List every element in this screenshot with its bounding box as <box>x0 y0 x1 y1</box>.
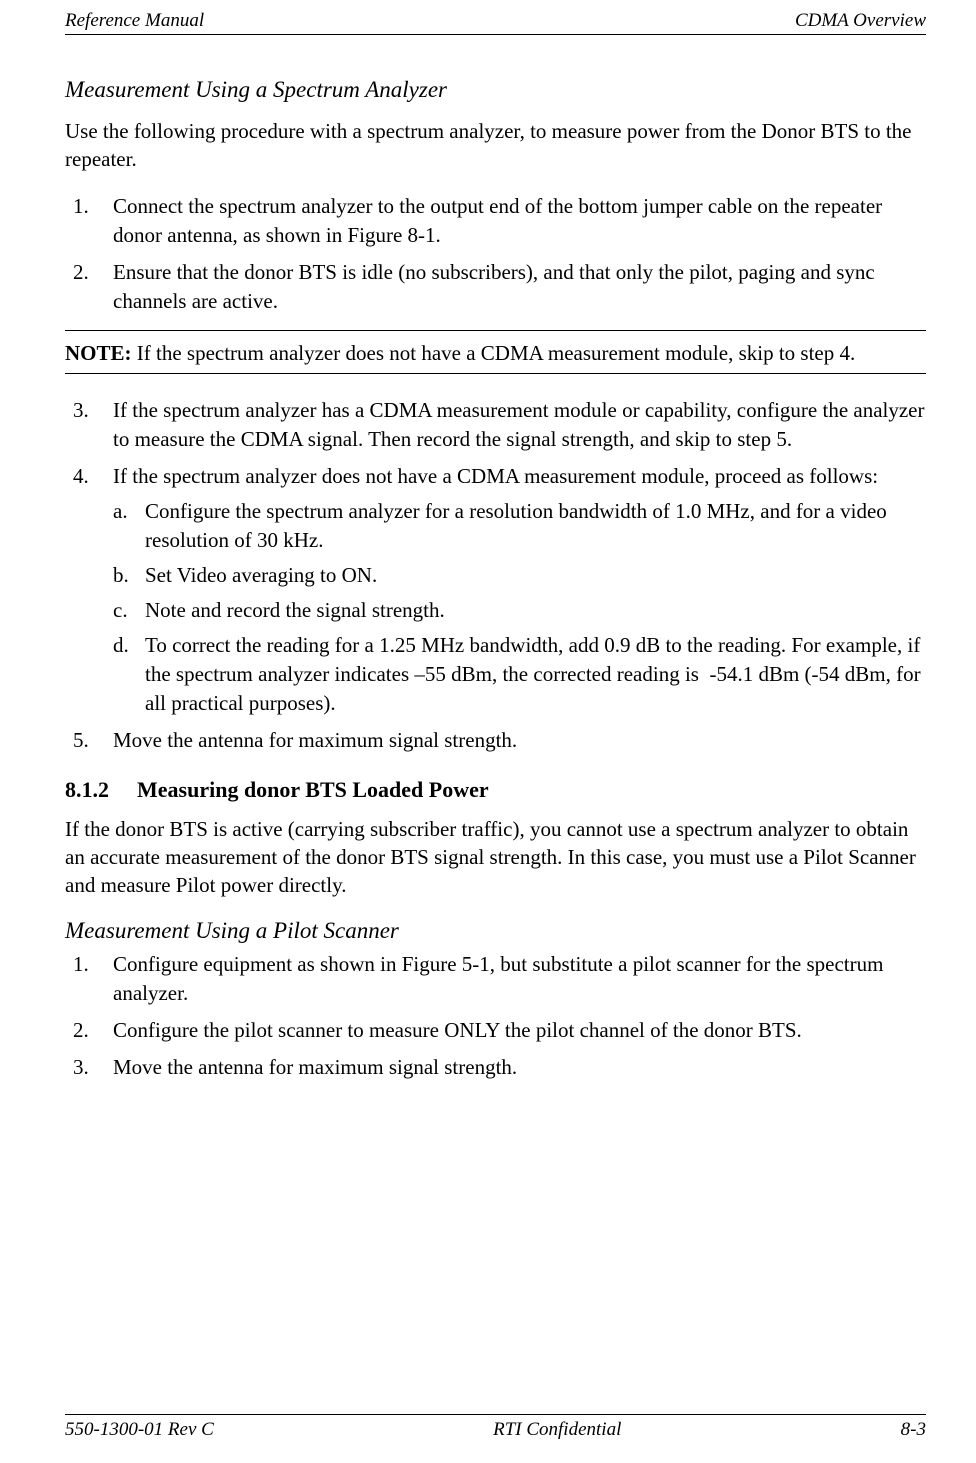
note-label: NOTE: <box>65 341 132 365</box>
sub-text: To correct the reading for a 1.25 MHz ba… <box>145 633 921 715</box>
note-box: NOTE: If the spectrum analyzer does not … <box>65 330 926 374</box>
note-text: If the spectrum analyzer does not have a… <box>132 341 856 365</box>
list-item: Move the antenna for maximum signal stre… <box>65 726 926 755</box>
section-title: Measurement Using a Spectrum Analyzer <box>65 77 926 103</box>
intro-paragraph: Use the following procedure with a spect… <box>65 117 926 174</box>
sub-list: a. Configure the spectrum analyzer for a … <box>113 497 926 718</box>
footer-right: 8-3 <box>901 1419 926 1441</box>
list-item: Configure equipment as shown in Figure 5… <box>65 950 926 1008</box>
procedure-list-2: Configure equipment as shown in Figure 5… <box>65 950 926 1082</box>
subsection-heading: 8.1.2 Measuring donor BTS Loaded Power <box>65 777 926 803</box>
sub-marker: a. <box>113 497 128 526</box>
body-paragraph: If the donor BTS is active (carrying sub… <box>65 815 926 900</box>
list-item: Connect the spectrum analyzer to the out… <box>65 192 926 250</box>
list-item-text: If the spectrum analyzer does not have a… <box>113 464 878 488</box>
sub-text: Set Video averaging to ON. <box>145 563 377 587</box>
sub-text: Configure the spectrum analyzer for a re… <box>145 499 887 552</box>
page-header: Reference Manual CDMA Overview <box>65 10 926 35</box>
section-title-2: Measurement Using a Pilot Scanner <box>65 918 926 944</box>
subsection-number: 8.1.2 <box>65 777 109 803</box>
page: Reference Manual CDMA Overview Measureme… <box>0 0 976 1463</box>
list-item: Ensure that the donor BTS is idle (no su… <box>65 258 926 316</box>
page-footer: 550-1300-01 Rev C RTI Confidential 8-3 <box>65 1414 926 1441</box>
list-item: If the spectrum analyzer does not have a… <box>65 462 926 718</box>
footer-center: RTI Confidential <box>493 1419 621 1441</box>
sub-marker: c. <box>113 596 128 625</box>
footer-left: 550-1300-01 Rev C <box>65 1419 214 1441</box>
sub-list-item: a. Configure the spectrum analyzer for a … <box>113 497 926 555</box>
sub-text: Note and record the signal strength. <box>145 598 445 622</box>
list-item: If the spectrum analyzer has a CDMA meas… <box>65 396 926 454</box>
sub-marker: b. <box>113 561 129 590</box>
procedure-list-1-cont: If the spectrum analyzer has a CDMA meas… <box>65 396 926 755</box>
header-right: CDMA Overview <box>795 10 926 32</box>
sub-list-item: b. Set Video averaging to ON. <box>113 561 926 590</box>
procedure-list-1: Connect the spectrum analyzer to the out… <box>65 192 926 316</box>
sub-list-item: d. To correct the reading for a 1.25 MHz … <box>113 631 926 718</box>
subsection-title: Measuring donor BTS Loaded Power <box>137 777 489 802</box>
header-left: Reference Manual <box>65 10 204 32</box>
sub-marker: d. <box>113 631 129 660</box>
list-item: Configure the pilot scanner to measure O… <box>65 1016 926 1045</box>
list-item: Move the antenna for maximum signal stre… <box>65 1053 926 1082</box>
sub-list-item: c. Note and record the signal strength. <box>113 596 926 625</box>
